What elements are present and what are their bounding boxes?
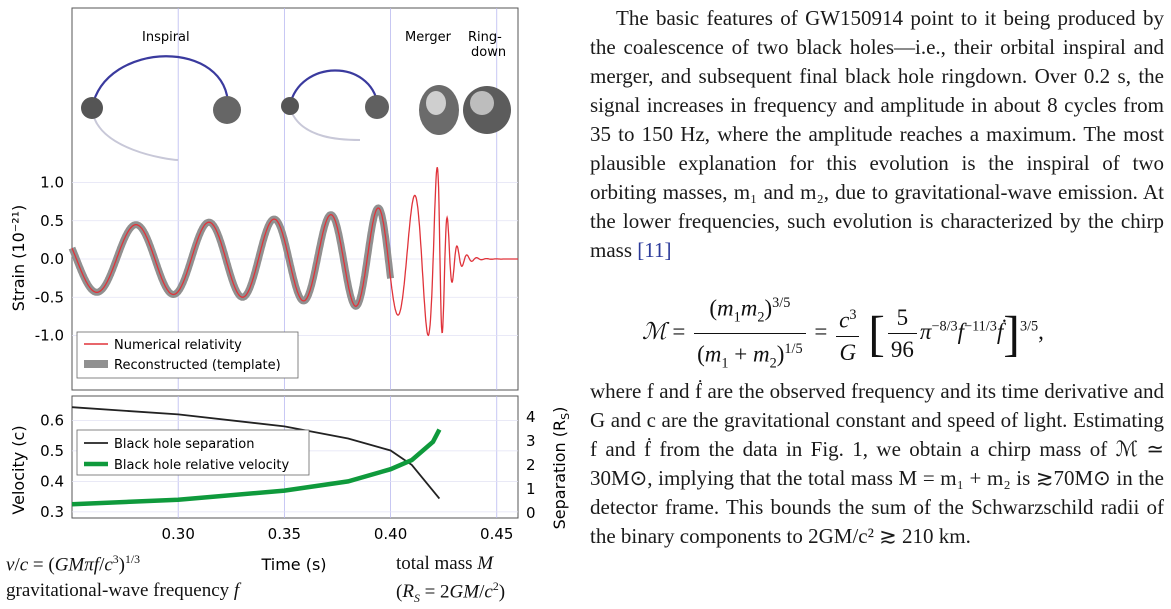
figure: Inspiral Merger Ring- down 1.0 0.5 0.0 -0.5…	[0, 0, 580, 609]
time-tick-label: 0.35	[268, 525, 301, 543]
paragraph-2: where f and ḟ are the observed frequency…	[590, 379, 1164, 548]
phase-label-ringdown-1: Ring-	[468, 30, 502, 45]
nr-waveform	[71, 167, 518, 337]
black-hole-right	[213, 96, 241, 124]
black-hole-left-2	[281, 97, 299, 115]
time-tick-label: 0.45	[480, 525, 513, 543]
merger-cartoon	[419, 85, 459, 135]
strain-tick-label: -0.5	[35, 288, 64, 306]
velocity-tick-label: 0.3	[40, 503, 64, 521]
total-mass-caption: total mass M	[396, 553, 494, 574]
velocity-ticks: 0.6 0.5 0.4 0.3	[40, 411, 64, 521]
black-hole-right-2	[365, 95, 389, 119]
velocity-curve	[71, 428, 442, 507]
legend-separation-label: Black hole separation	[114, 437, 254, 452]
ringdown-cartoon	[463, 86, 511, 134]
separation-tick-label: 3	[526, 432, 536, 450]
body-text: The basic features of GW150914 point to …	[590, 0, 1164, 551]
velocity-tick-label: 0.5	[40, 442, 64, 460]
black-hole-left	[81, 97, 103, 119]
separation-axis-label: Separation (RS)	[550, 407, 572, 530]
strain-tick-label: 1.0	[40, 174, 64, 192]
time-tick-label: 0.40	[374, 525, 407, 543]
orbit-cartoon-2	[281, 69, 389, 141]
separation-tick-label: 1	[526, 480, 536, 498]
separation-ticks: 4 3 2 1 0	[526, 408, 536, 522]
strain-tick-label: 0.5	[40, 212, 64, 230]
separation-tick-label: 2	[526, 456, 536, 474]
lower-panel-frame	[71, 395, 519, 519]
grid	[72, 8, 518, 518]
reference-link[interactable]: [11]	[637, 238, 672, 262]
time-axis-label: Time (s)	[260, 555, 326, 574]
strain-axis-label: Strain (10⁻²¹)	[9, 205, 28, 312]
velocity-axis-label: Velocity (c)	[9, 425, 28, 514]
phase-label-merger: Merger	[405, 30, 452, 45]
legend-nr-label: Numerical relativity	[114, 338, 242, 353]
strain-tick-label: 0.0	[40, 250, 64, 268]
rs-formula: (RS = 2GM/c2)	[396, 580, 506, 606]
phase-label-inspiral: Inspiral	[142, 30, 190, 45]
time-ticks: 0.30 0.35 0.40 0.45	[161, 525, 513, 543]
paragraph-1: The basic features of GW150914 point to …	[590, 6, 1164, 262]
lower-legend: Black hole separation Black hole relativ…	[76, 429, 310, 476]
separation-tick-label: 0	[526, 504, 536, 522]
strain-tick-label: -1.0	[35, 327, 64, 345]
strain-legend: Numerical relativity Reconstructed (temp…	[76, 331, 299, 379]
gw-frequency-caption: gravitational-wave frequency f	[6, 580, 240, 601]
chirp-mass-equation: ℳ = (m1m2)3/5 (m1 + m2)1/5 = c3 G [5 96 π−8/…	[590, 265, 1164, 377]
phase-label-ringdown-2: down	[471, 45, 506, 60]
velocity-tick-label: 0.4	[40, 472, 64, 490]
separation-tick-label: 4	[526, 408, 536, 426]
time-tick-label: 0.30	[161, 525, 194, 543]
strain-panel-frame	[71, 7, 519, 391]
velocity-tick-label: 0.6	[40, 411, 64, 429]
separation-curve	[71, 406, 441, 500]
legend-velocity-label: Black hole relative velocity	[114, 458, 290, 473]
figure-svg: Inspiral Merger Ring- down 1.0 0.5 0.0 -0.5…	[9, 7, 572, 574]
strain-ticks: 1.0 0.5 0.0 -0.5 -1.0	[35, 174, 64, 345]
orbit-cartoon-1	[81, 55, 241, 161]
legend-template-label: Reconstructed (template)	[114, 358, 281, 373]
velocity-formula: v/c = (GMπf/c3)1/3	[6, 553, 141, 576]
